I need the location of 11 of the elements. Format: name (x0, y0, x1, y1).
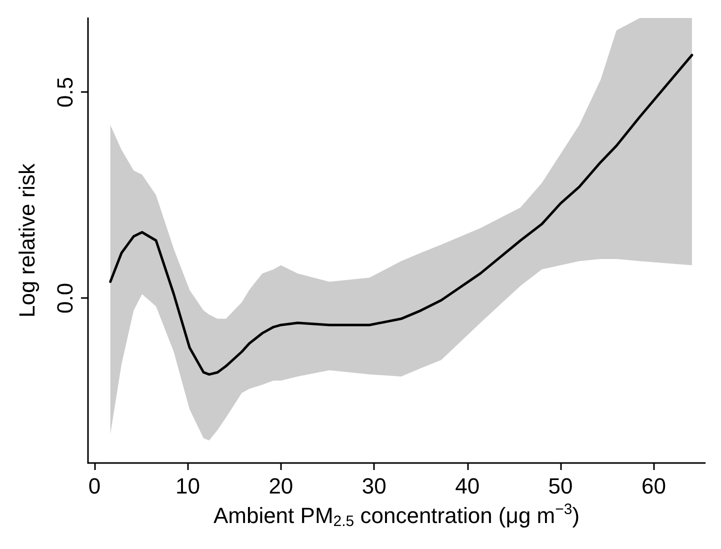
x-tick-label: 30 (362, 474, 386, 498)
line-series (109, 54, 694, 376)
x-tick-label: 10 (175, 474, 200, 498)
x-tick-label: 40 (455, 474, 480, 498)
y-tick-label: 0.5 (52, 76, 78, 108)
x-tick-label: 50 (548, 474, 573, 498)
y-tick-label: 0.0 (52, 282, 78, 314)
x-tick-label: 60 (641, 474, 666, 498)
x-tick-label: 20 (268, 474, 294, 498)
x-tick-label: 0 (88, 474, 101, 498)
y-axis-title: Log relative risk (14, 162, 40, 318)
